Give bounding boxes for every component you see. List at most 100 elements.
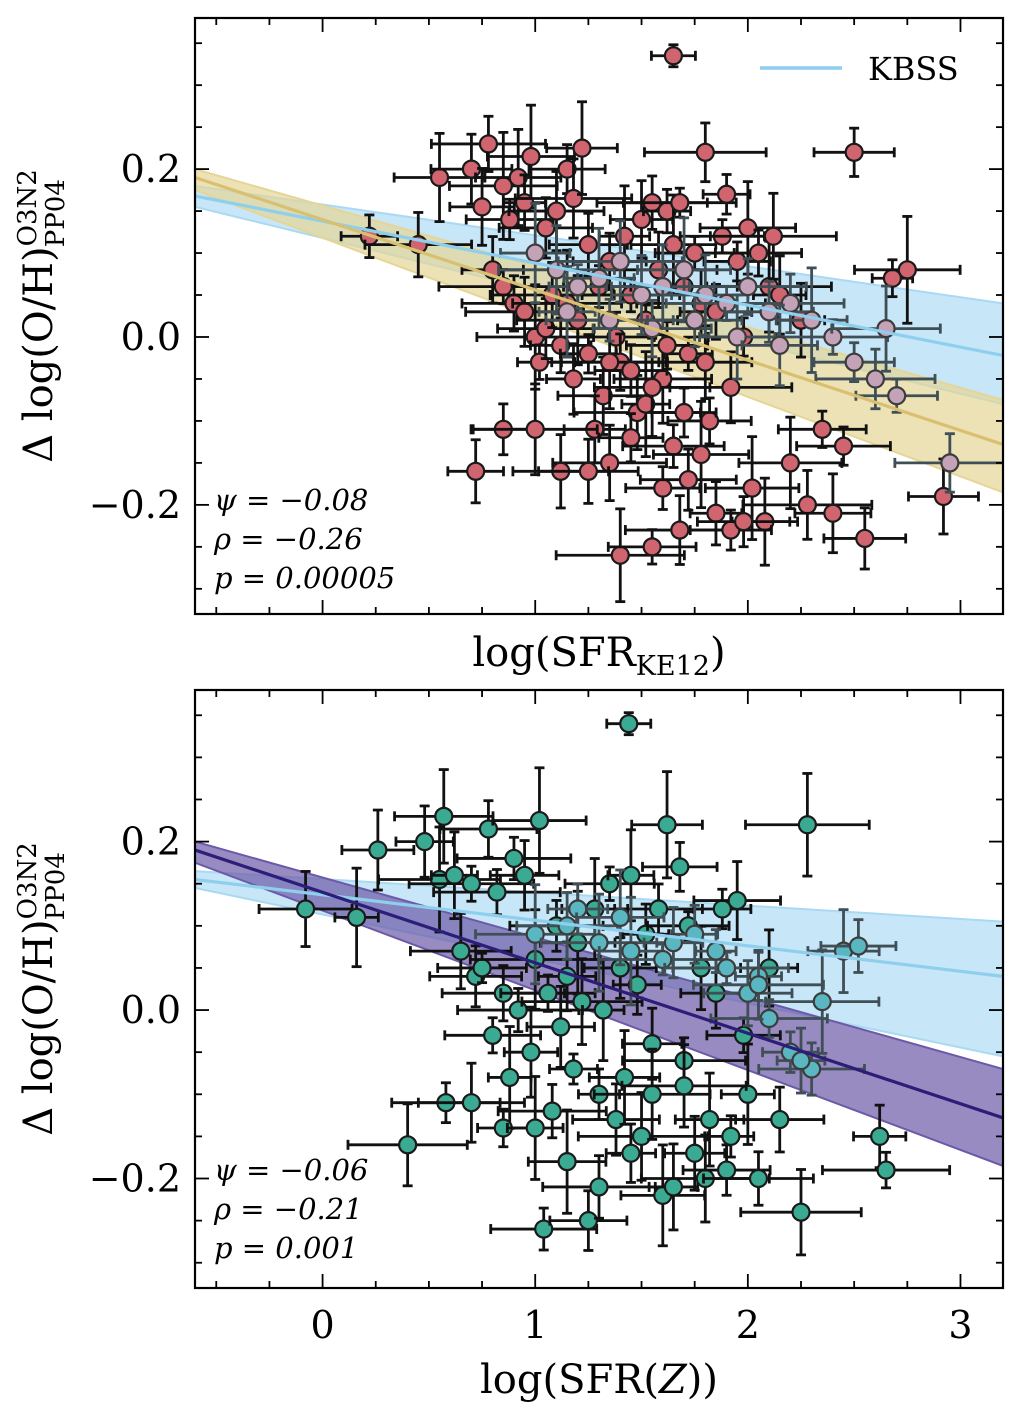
- data-point: [674, 1076, 694, 1096]
- data-point: [536, 218, 556, 238]
- data-point: [508, 167, 528, 188]
- sample-point: [870, 258, 915, 299]
- sample-point: [486, 103, 576, 210]
- sample-point: [446, 438, 505, 505]
- data-point: [844, 142, 864, 162]
- data-point: [429, 167, 450, 188]
- data-point: [578, 1211, 598, 1231]
- y-tick-label: 0.2: [121, 147, 181, 191]
- sample-point: [491, 766, 588, 875]
- data-point: [434, 806, 454, 826]
- data-point: [621, 360, 641, 381]
- data-point: [670, 857, 690, 877]
- sample-point: [853, 215, 962, 325]
- sample-point: [638, 447, 738, 512]
- data-point: [674, 260, 694, 280]
- data-point: [695, 142, 715, 162]
- sample-point: [688, 480, 744, 547]
- kbss-point: [735, 272, 846, 335]
- sample-point: [333, 866, 380, 969]
- sample-point: [432, 868, 562, 917]
- data-point: [670, 520, 690, 540]
- kbss-point: [694, 928, 738, 974]
- data-point: [627, 975, 647, 995]
- kbss-point: [812, 341, 896, 384]
- sample-point: [605, 711, 653, 737]
- data-point: [716, 1160, 737, 1180]
- sample-point: [737, 415, 844, 511]
- sample-point: [776, 409, 868, 449]
- data-point: [699, 1109, 720, 1130]
- fit-line-sample: [195, 175, 1003, 446]
- sample-point: [719, 1042, 776, 1146]
- data-point: [642, 537, 662, 557]
- stat-annotation: ψ = −0.06: [214, 1153, 368, 1187]
- kbss-point: [764, 948, 881, 1055]
- sample-point: [604, 1122, 657, 1184]
- sample-point: [505, 1075, 565, 1181]
- sample-point: [641, 841, 719, 893]
- data-point: [614, 1067, 635, 1088]
- data-point: [738, 1084, 758, 1104]
- kbss-point: [515, 891, 619, 961]
- data-point: [347, 907, 367, 928]
- data-point: [855, 528, 875, 549]
- sample-point: [708, 191, 838, 281]
- kbss-point: [546, 882, 610, 936]
- data-point: [897, 260, 917, 280]
- sample-point: [576, 1091, 707, 1182]
- data-point: [791, 1202, 811, 1222]
- stat-annotation: ψ = −0.08: [214, 483, 368, 517]
- sample-point: [643, 121, 768, 184]
- data-point: [657, 335, 677, 355]
- data-point: [578, 461, 598, 481]
- data-point: [600, 352, 620, 372]
- data-point: [812, 419, 832, 439]
- sample-point: [257, 870, 354, 948]
- data-point: [691, 444, 711, 465]
- sample-point: [474, 128, 563, 227]
- data-point: [557, 159, 577, 179]
- data-point: [631, 209, 652, 230]
- sample-point: [739, 1168, 863, 1257]
- sample-point: [455, 835, 573, 882]
- kbss-point: [663, 950, 790, 986]
- data-point: [678, 470, 698, 490]
- data-point: [812, 992, 832, 1012]
- data-point: [525, 1118, 545, 1138]
- sample-point: [713, 228, 803, 278]
- data-point: [663, 1177, 684, 1197]
- data-point: [472, 958, 492, 978]
- data-point: [487, 882, 507, 902]
- bottom-panel: −0.2 0.0 0.2 0 1 2 3 log(SFR(Z)) Δ log(O/H)O3N2P…: [13, 688, 1005, 1403]
- data-point: [621, 1143, 641, 1163]
- y-axis-label: Δ log(O/H)O3N2PP04: [13, 842, 71, 1136]
- legend-label: KBSS: [868, 50, 959, 88]
- sample-point: [443, 1016, 542, 1055]
- ticks: [195, 690, 1003, 1288]
- axes-frame: [193, 688, 1005, 1290]
- sample-point: [652, 399, 751, 510]
- sample-point: [520, 957, 644, 1046]
- data-point: [508, 1000, 528, 1020]
- x-tick-label: 1: [523, 1303, 547, 1347]
- sample-point: [793, 472, 873, 555]
- sample-point: [650, 43, 697, 69]
- plot-area: [195, 43, 1003, 604]
- data-point: [823, 503, 843, 523]
- data-point: [887, 386, 907, 406]
- data-point: [610, 545, 630, 565]
- kbss-point: [830, 284, 942, 373]
- stat-annotation: ρ = −0.26: [213, 522, 363, 556]
- data-point: [685, 310, 705, 330]
- data-point: [742, 478, 762, 498]
- data-point: [538, 983, 558, 1003]
- data-point: [721, 377, 741, 397]
- data-point: [844, 352, 864, 372]
- data-point: [610, 251, 630, 272]
- sample-point: [692, 860, 782, 941]
- data-point: [563, 369, 584, 389]
- data-point: [653, 949, 673, 970]
- sample-point: [429, 114, 547, 173]
- ticks: [195, 18, 1003, 614]
